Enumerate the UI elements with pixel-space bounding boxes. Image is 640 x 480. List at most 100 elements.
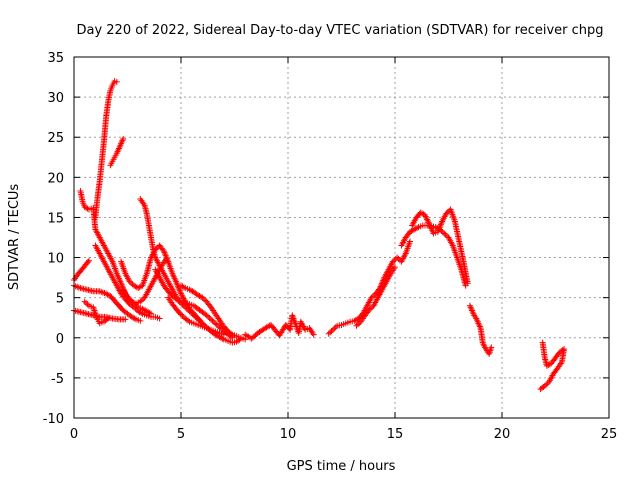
axis-ticks: 0 5 10 15 20 25 -10 -5 0 5 10 15 20 25 30 35: [43, 51, 618, 442]
data-point-interp: [118, 281, 125, 288]
data-point-interp: [327, 329, 334, 336]
data-point-interp: [424, 216, 431, 223]
data-point: [178, 300, 184, 307]
data-point-interp: [131, 315, 138, 322]
data-point: [220, 331, 227, 338]
data-point-interp: [423, 214, 430, 221]
data-point-interp: [328, 328, 335, 335]
data-point-interp: [436, 224, 443, 231]
data-point-interp: [84, 258, 91, 265]
data-point-interp: [127, 297, 134, 304]
data-point-interp: [206, 302, 213, 309]
data-marks: [71, 78, 568, 393]
data-point: [137, 317, 144, 324]
data-point-interp: [442, 231, 449, 238]
data-point-interp: [180, 284, 187, 291]
data-point-interp: [422, 213, 429, 220]
data-point-interp: [187, 309, 194, 316]
data-point: [541, 382, 548, 389]
data-point-interp: [177, 289, 184, 296]
data-point: [118, 280, 125, 287]
data-point: [441, 230, 448, 237]
data-point: [173, 296, 180, 303]
data-point-interp: [174, 281, 181, 288]
data-point: [195, 316, 202, 323]
data-point-interp: [180, 302, 187, 309]
data-point-interp: [176, 286, 183, 293]
data-point-interp: [414, 224, 421, 231]
data-point: [389, 258, 396, 265]
chart-title: Day 220 of 2022, Sidereal Day-to-day VTE…: [76, 23, 603, 38]
data-point: [325, 330, 332, 337]
data-point-interp: [391, 257, 398, 264]
data-point: [81, 298, 88, 305]
data-point: [488, 344, 495, 351]
data-point-interp: [227, 330, 234, 337]
data-point: [212, 320, 219, 327]
data-point: [207, 316, 214, 323]
data-point: [421, 212, 428, 219]
x-tick-label: 0: [70, 427, 78, 442]
plot-frame: [73, 56, 610, 419]
data-point-interp: [196, 317, 203, 324]
data-point-interp: [424, 217, 431, 224]
data-point-interp: [210, 319, 217, 326]
data-point: [329, 326, 336, 333]
data-point-interp: [125, 296, 132, 303]
y-tick-label: 5: [56, 292, 64, 307]
y-tick-label: 20: [47, 171, 64, 186]
data-point-interp: [138, 297, 145, 304]
data-point: [353, 322, 360, 329]
y-tick-label: 30: [47, 91, 64, 106]
data-point: [156, 315, 163, 322]
data-point-interp: [543, 381, 550, 388]
data-point-interp: [367, 305, 374, 312]
data-point-interp: [380, 276, 387, 283]
data-point: [366, 306, 373, 313]
data-point-interp: [176, 298, 183, 305]
data-point: [186, 308, 193, 315]
data-point: [160, 248, 167, 255]
x-tick-label: 5: [177, 427, 185, 442]
x-tick-label: 25: [601, 427, 618, 442]
data-point: [406, 238, 413, 245]
data-point-interp: [436, 225, 443, 232]
data-point: [392, 264, 398, 271]
data-point-interp: [437, 221, 444, 228]
data-point-interp: [189, 310, 196, 317]
data-point-interp: [103, 316, 110, 323]
data-point: [126, 278, 133, 285]
grid-lines: [74, 57, 609, 418]
x-tick-label: 20: [494, 427, 511, 442]
data-point: [443, 210, 450, 217]
data-point-interp: [215, 323, 222, 330]
data-point: [85, 257, 92, 264]
data-point-interp: [179, 301, 186, 308]
data-point-interp: [185, 317, 192, 324]
data-point: [137, 298, 144, 305]
data-point: [394, 254, 401, 261]
data-point-interp: [206, 314, 213, 321]
data-point-interp: [200, 296, 207, 303]
data-point: [113, 78, 120, 85]
y-tick-label: 10: [47, 252, 64, 267]
data-point: [199, 294, 206, 301]
data-point-interp: [179, 312, 186, 319]
data-point: [368, 294, 375, 301]
data-point: [182, 304, 189, 311]
data-point: [173, 280, 180, 287]
data-point-interp: [132, 305, 139, 312]
y-tick-label: 15: [47, 211, 64, 226]
x-tick-label: 10: [280, 427, 297, 442]
data-point: [216, 324, 223, 331]
y-tick-label: 0: [56, 332, 64, 347]
data-point: [124, 294, 131, 301]
data-point-interp: [84, 301, 91, 308]
data-point: [434, 228, 441, 235]
data-point-interp: [331, 325, 338, 332]
x-tick-label: 15: [387, 427, 404, 442]
x-axis-label: GPS time / hours: [287, 459, 396, 474]
data-point-interp: [176, 287, 183, 294]
data-point-interp: [435, 227, 442, 234]
